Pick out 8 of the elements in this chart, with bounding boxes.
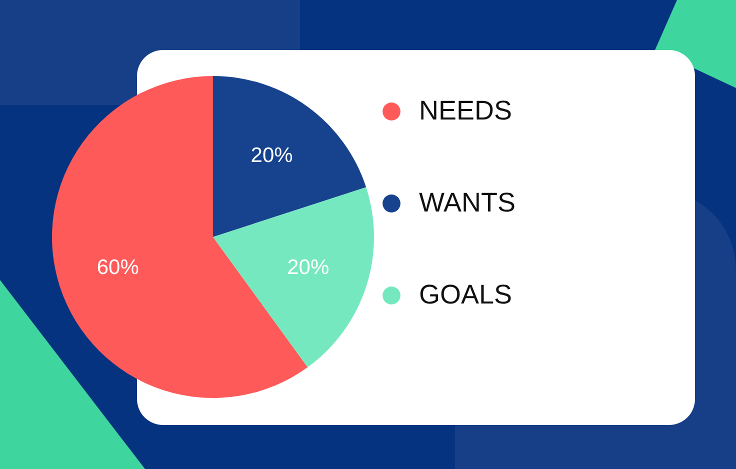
legend-label: NEEDS <box>419 96 512 126</box>
legend-label: WANTS <box>419 188 516 218</box>
data-label: 20% <box>250 144 293 168</box>
pie-slice <box>213 187 374 368</box>
data-label: 60% <box>96 256 139 279</box>
pie-slice <box>213 76 366 237</box>
data-label: 20% <box>287 256 330 279</box>
legend-label: GOALS <box>419 280 512 310</box>
